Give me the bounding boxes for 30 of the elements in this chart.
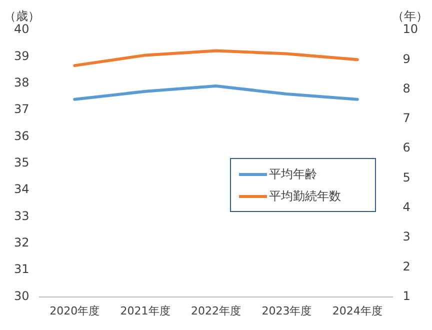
y-tick-label: 37 [14,102,30,116]
y-tick-label: 33 [14,208,30,223]
y2-tick-label: 1 [402,288,410,303]
y2-tick-label: 10 [402,22,418,36]
x-tick-label: 2024年度 [332,304,382,318]
x-tick-label: 2020年度 [50,304,100,318]
y2-tick-label: 5 [402,170,410,184]
y-tick-label: 36 [14,128,30,143]
y-tick-label: 38 [14,75,30,90]
y-tick-label: 40 [14,22,30,36]
y-axis-title: （歳） [4,8,40,24]
y-tick-label: 32 [14,236,30,250]
y-tick-label: 35 [14,156,30,170]
y2-axis-title: （年） [392,8,428,24]
y-tick-label: 30 [14,288,30,303]
x-tick-label: 2023年度 [262,304,312,318]
y2-tick-label: 9 [402,52,410,66]
y2-tick-label: 8 [402,81,410,96]
x-tick-label: 2022年度 [191,304,241,318]
legend-label: 平均勤続年数 [269,188,341,204]
y-tick-label: 34 [14,182,30,196]
legend-label: 平均年齢 [269,166,317,182]
y2-tick-label: 7 [402,111,410,126]
y2-tick-label: 2 [402,259,410,274]
y2-tick-label: 4 [402,200,410,214]
y2-tick-label: 3 [402,230,410,244]
y-tick-label: 39 [14,48,30,63]
y-tick-label: 31 [14,262,30,276]
x-tick-label: 2021年度 [120,304,170,318]
y2-tick-label: 6 [402,140,410,155]
